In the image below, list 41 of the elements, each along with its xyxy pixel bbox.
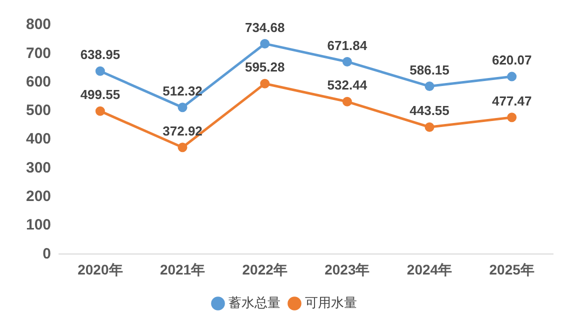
point — [95, 66, 105, 76]
data-label: 595.28 — [244, 60, 285, 75]
data-label: 443.55 — [410, 103, 450, 118]
x-tick-label: 2023年 — [324, 261, 370, 278]
data-label: 477.47 — [492, 93, 532, 108]
point — [178, 102, 188, 112]
x-tick-label: 2021年 — [160, 261, 206, 278]
data-label: 671.84 — [327, 38, 368, 53]
data-label: 620.07 — [492, 52, 532, 68]
y-tick-label: 700 — [26, 44, 52, 62]
x-tick-label: 2024年 — [406, 261, 452, 278]
point — [507, 112, 517, 122]
legend-label: 可用水量 — [305, 295, 357, 310]
x-tick-label: 2020年 — [78, 261, 123, 278]
point — [424, 82, 434, 92]
point — [260, 78, 270, 88]
data-label: 734.68 — [244, 20, 285, 35]
legend-label: 蓄水总量 — [228, 295, 280, 310]
y-tick-label: 100 — [26, 216, 52, 234]
point — [342, 96, 352, 106]
x-tick-label: 2025年 — [489, 261, 534, 278]
y-tick-label: 200 — [26, 188, 52, 206]
y-tick-label: 500 — [26, 102, 52, 120]
data-label: 638.95 — [80, 47, 120, 62]
data-label: 586.15 — [410, 62, 450, 78]
x-tick-label: 2022年 — [242, 261, 288, 278]
point — [178, 142, 188, 152]
y-tick-label: 400 — [26, 130, 52, 148]
point — [342, 56, 352, 66]
point — [95, 106, 105, 116]
point — [507, 72, 517, 82]
data-label: 512.32 — [162, 84, 202, 98]
y-tick-label: 0 — [42, 245, 52, 262]
point — [424, 122, 434, 132]
data-label: 372.92 — [162, 123, 202, 138]
y-tick-label: 600 — [26, 73, 52, 90]
y-tick-label: 800 — [26, 16, 52, 34]
y-tick-label: 300 — [26, 159, 52, 176]
data-label: 532.44 — [327, 78, 368, 93]
data-label: 499.55 — [80, 87, 120, 102]
point — [260, 38, 270, 48]
